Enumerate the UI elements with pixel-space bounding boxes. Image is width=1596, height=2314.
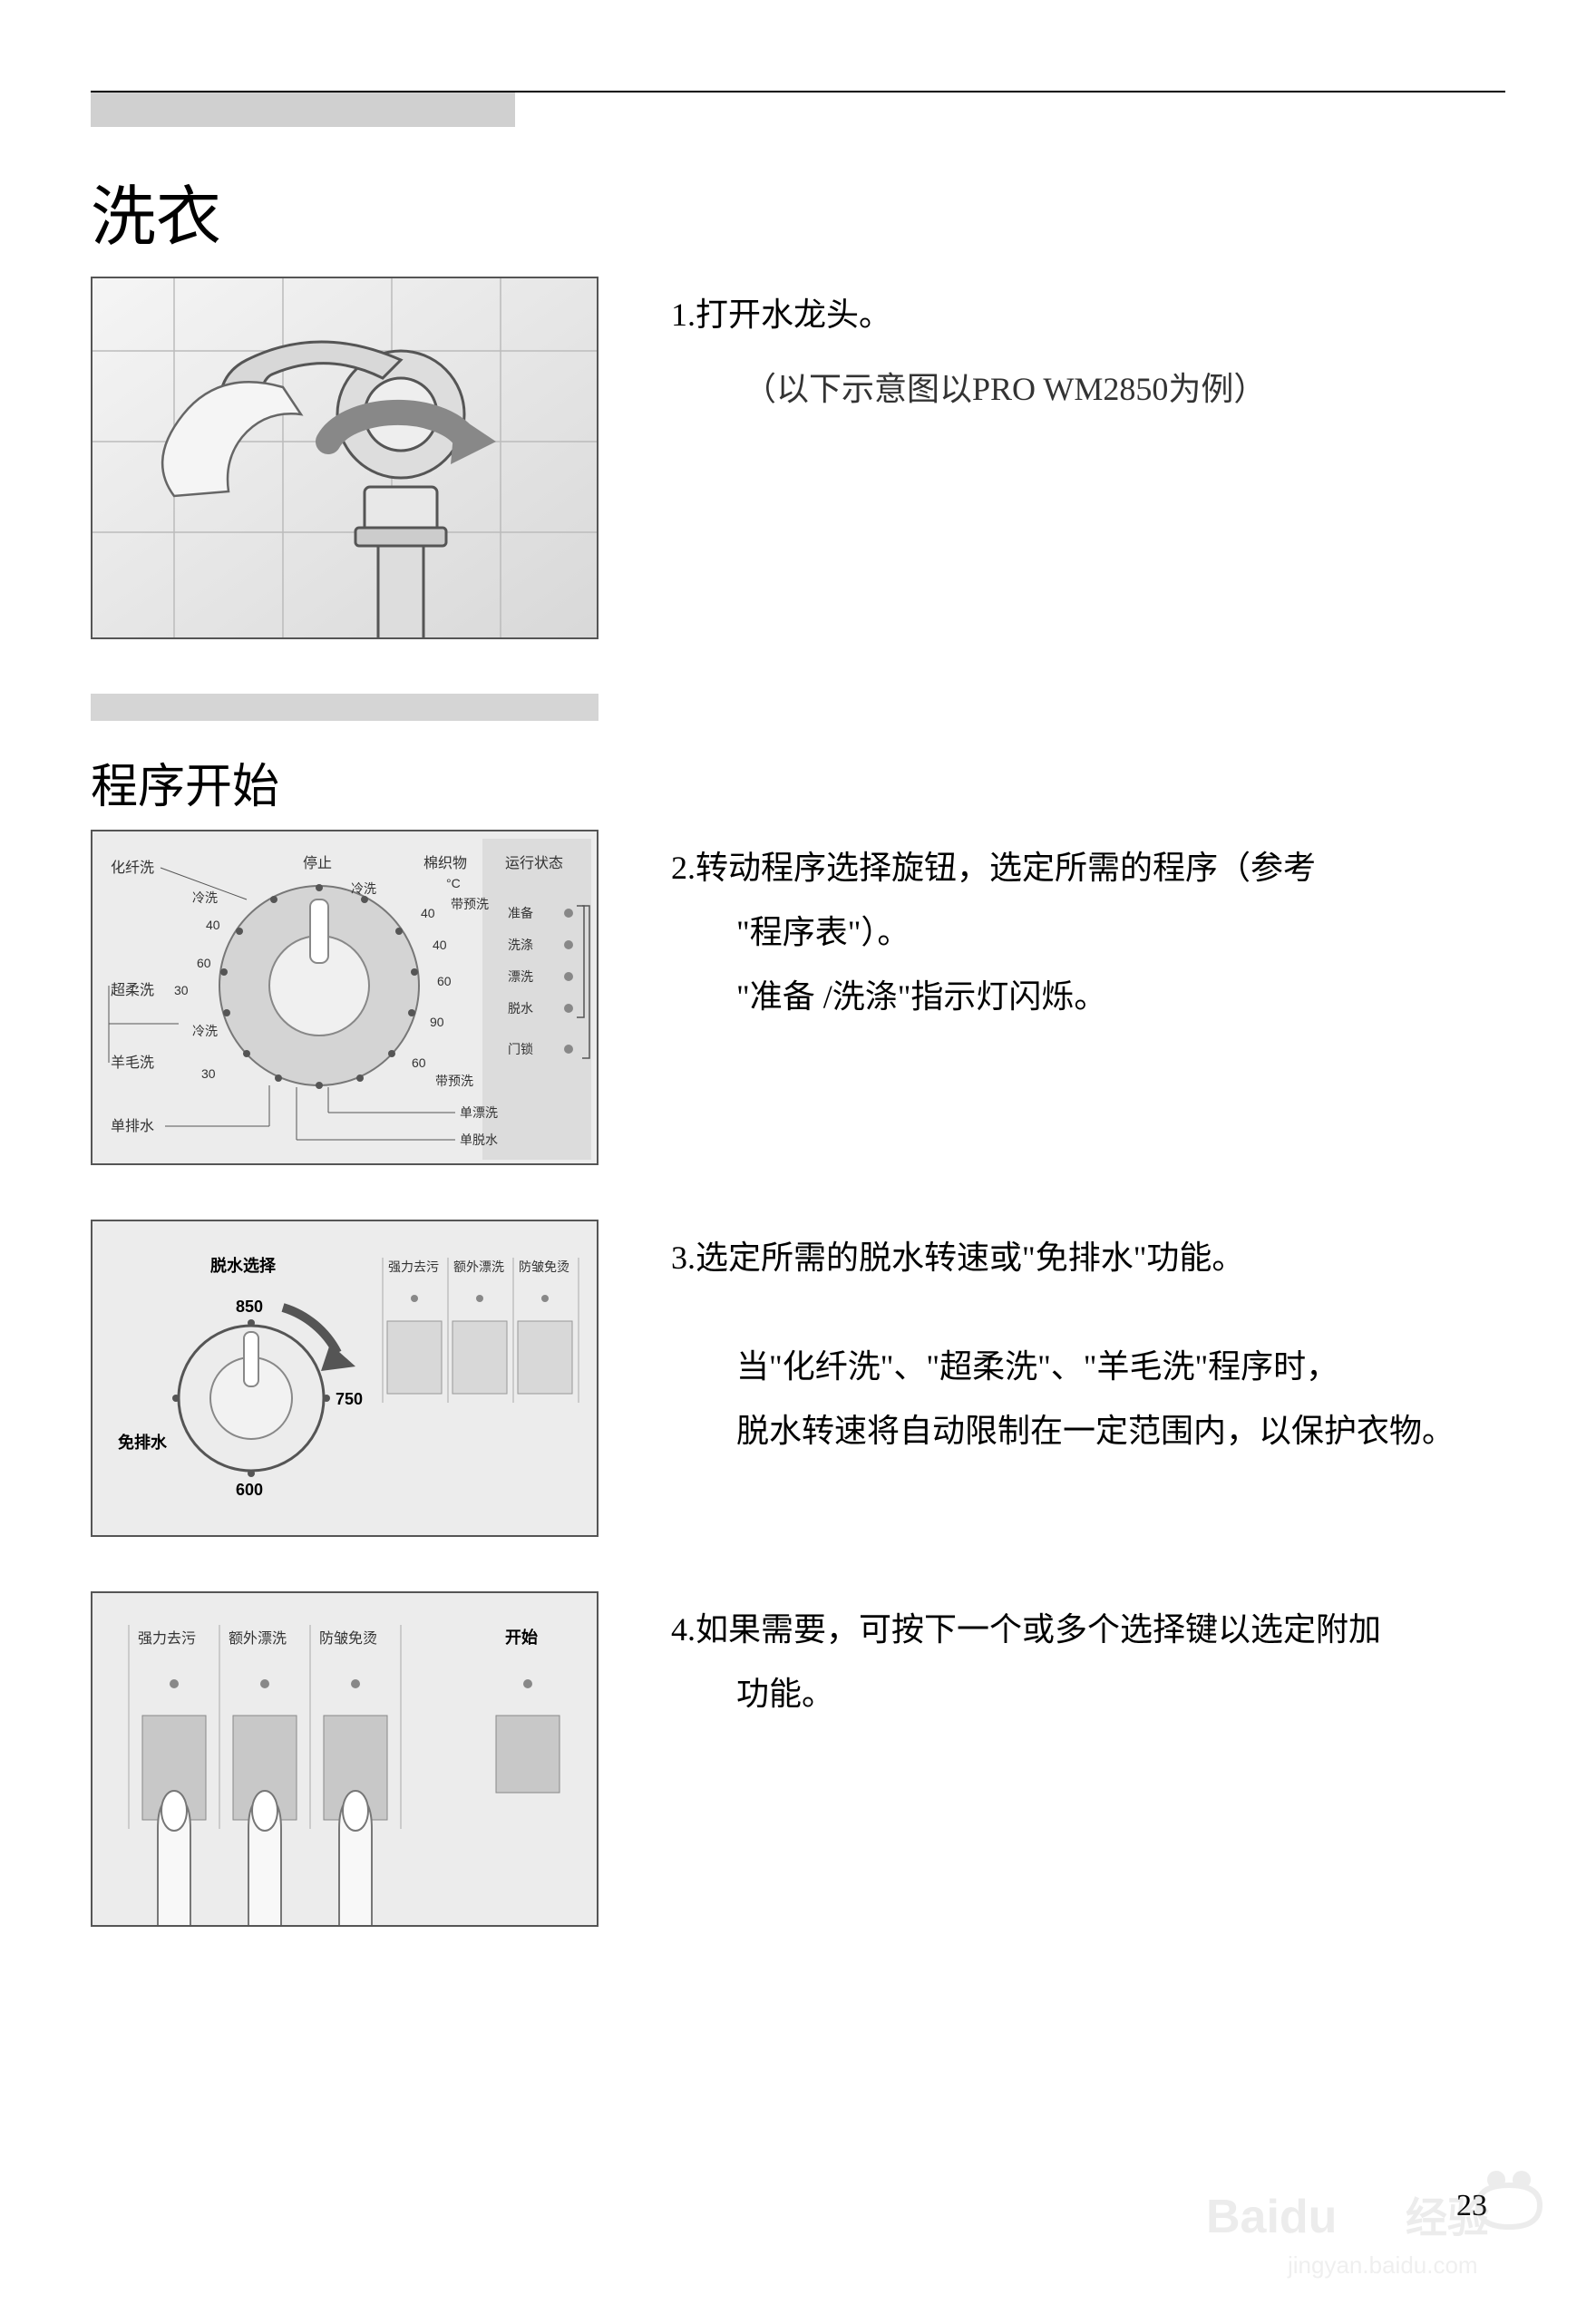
svg-text:90: 90 bbox=[430, 1015, 444, 1029]
figure-2: 化纤洗 超柔洗 羊毛洗 单排水 冷洗 冷洗 40 60 30 30 停止 冷洗 … bbox=[91, 830, 598, 1165]
svg-text:准备: 准备 bbox=[508, 906, 533, 920]
step-4-text: 4.如果需要，可按下一个或多个选择键以选定附加 功能。 bbox=[671, 1591, 1505, 1729]
svg-text:额外漂洗: 额外漂洗 bbox=[229, 1630, 287, 1647]
option-buttons-illustration: 强力去污 额外漂洗 防皱免烫 开始 bbox=[92, 1593, 598, 1927]
svg-text:750: 750 bbox=[336, 1390, 363, 1408]
svg-text:脱水: 脱水 bbox=[508, 1001, 533, 1016]
figure-1 bbox=[91, 277, 598, 639]
svg-text:850: 850 bbox=[236, 1298, 263, 1316]
svg-text:门锁: 门锁 bbox=[508, 1042, 533, 1056]
svg-text:单脱水: 单脱水 bbox=[460, 1133, 498, 1147]
svg-text:冷洗: 冷洗 bbox=[192, 1024, 218, 1038]
step-2-line3: "准备 /洗涤"指示灯闪烁。 bbox=[671, 967, 1505, 1026]
svg-text:60: 60 bbox=[197, 956, 211, 970]
spacer bbox=[671, 1293, 1505, 1332]
svg-text:洗涤: 洗涤 bbox=[508, 938, 533, 952]
figure-4: 强力去污 额外漂洗 防皱免烫 开始 bbox=[91, 1591, 598, 1927]
step-3-row: 脱水选择 850 750 600 免排水 bbox=[91, 1220, 1505, 1537]
subtitle-note: （以下示意图以PRO WM2850为例） bbox=[744, 363, 1266, 410]
page-number: 23 bbox=[1456, 2189, 1487, 2223]
svg-text:防皱免烫: 防皱免烫 bbox=[319, 1630, 377, 1647]
svg-text:60: 60 bbox=[437, 974, 452, 988]
spin-select-illustration: 脱水选择 850 750 600 免排水 bbox=[92, 1221, 598, 1537]
step-2-row: 化纤洗 超柔洗 羊毛洗 单排水 冷洗 冷洗 40 60 30 30 停止 冷洗 … bbox=[91, 830, 1505, 1165]
page: 洗衣 （以下示意图以PRO WM2850为例） bbox=[0, 0, 1596, 1927]
program-dial-illustration: 化纤洗 超柔洗 羊毛洗 单排水 冷洗 冷洗 40 60 30 30 停止 冷洗 … bbox=[92, 831, 598, 1165]
svg-text:40: 40 bbox=[433, 938, 447, 952]
svg-text:强力去污: 强力去污 bbox=[138, 1630, 196, 1647]
svg-text:30: 30 bbox=[201, 1066, 216, 1081]
svg-text:强力去污: 强力去污 bbox=[388, 1259, 439, 1274]
svg-text:超柔洗: 超柔洗 bbox=[111, 982, 154, 998]
svg-text:带预洗: 带预洗 bbox=[451, 897, 489, 911]
step-3-text: 3.选定所需的脱水转速或"免排水"功能。 当"化纤洗"、"超柔洗"、"羊毛洗"程… bbox=[671, 1220, 1505, 1466]
step-3-sub1: 当"化纤洗"、"超柔洗"、"羊毛洗"程序时， bbox=[671, 1337, 1505, 1396]
svg-text:°C: °C bbox=[446, 876, 461, 890]
faucet-illustration bbox=[92, 278, 598, 639]
step-3-line1: 3.选定所需的脱水转速或"免排水"功能。 bbox=[671, 1229, 1505, 1288]
step-4-line2: 功能。 bbox=[671, 1665, 1505, 1724]
svg-text:40: 40 bbox=[421, 906, 435, 920]
svg-text:30: 30 bbox=[174, 983, 189, 997]
svg-text:运行状态: 运行状态 bbox=[505, 855, 563, 871]
svg-text:防皱免烫: 防皱免烫 bbox=[519, 1259, 569, 1274]
step-1-row: 1.打开水龙头。 bbox=[91, 277, 1505, 639]
svg-text:免排水: 免排水 bbox=[118, 1433, 168, 1452]
svg-text:化纤洗: 化纤洗 bbox=[111, 860, 154, 876]
step-3-sub2: 脱水转速将自动限制在一定范围内，以保护衣物。 bbox=[671, 1402, 1505, 1461]
top-rule bbox=[91, 91, 1505, 127]
figure-3: 脱水选择 850 750 600 免排水 bbox=[91, 1220, 598, 1537]
step-1-line: 1.打开水龙头。 bbox=[671, 286, 1505, 345]
svg-text:单漂洗: 单漂洗 bbox=[460, 1105, 498, 1120]
svg-text:冷洗: 冷洗 bbox=[192, 890, 218, 905]
svg-text:40: 40 bbox=[206, 918, 220, 932]
baidu-watermark: Baidu 经验 jingyan.baidu.com bbox=[1188, 2160, 1569, 2287]
divider-bar bbox=[91, 694, 598, 721]
svg-text:冷洗: 冷洗 bbox=[351, 881, 376, 896]
step-4-line1: 4.如果需要，可按下一个或多个选择键以选定附加 bbox=[671, 1600, 1505, 1659]
step-4-row: 强力去污 额外漂洗 防皱免烫 开始 bbox=[91, 1591, 1505, 1927]
svg-text:停止: 停止 bbox=[303, 855, 332, 871]
svg-text:单排水: 单排水 bbox=[111, 1118, 154, 1134]
svg-text:棉织物: 棉织物 bbox=[423, 855, 467, 871]
watermark-brand: Baidu bbox=[1206, 2191, 1337, 2243]
watermark-url: jingyan.baidu.com bbox=[1287, 2251, 1478, 2279]
svg-text:开始: 开始 bbox=[505, 1628, 538, 1647]
page-title: 洗衣 bbox=[91, 163, 1505, 258]
section-title: 程序开始 bbox=[91, 748, 1505, 816]
svg-text:60: 60 bbox=[412, 1055, 426, 1070]
svg-text:带预洗: 带预洗 bbox=[435, 1074, 473, 1088]
step-2-line2: "程序表"）。 bbox=[671, 903, 1505, 962]
svg-text:600: 600 bbox=[236, 1481, 263, 1499]
step-2-text: 2.转动程序选择旋钮，选定所需的程序（参考 "程序表"）。 "准备 /洗涤"指示… bbox=[671, 830, 1505, 1031]
svg-text:脱水选择: 脱水选择 bbox=[210, 1256, 277, 1275]
svg-text:额外漂洗: 额外漂洗 bbox=[453, 1259, 504, 1274]
step-1-text: 1.打开水龙头。 bbox=[671, 277, 1505, 350]
step-2-line1: 2.转动程序选择旋钮，选定所需的程序（参考 bbox=[671, 839, 1505, 898]
svg-text:羊毛洗: 羊毛洗 bbox=[111, 1055, 154, 1071]
svg-text:漂洗: 漂洗 bbox=[508, 969, 533, 984]
